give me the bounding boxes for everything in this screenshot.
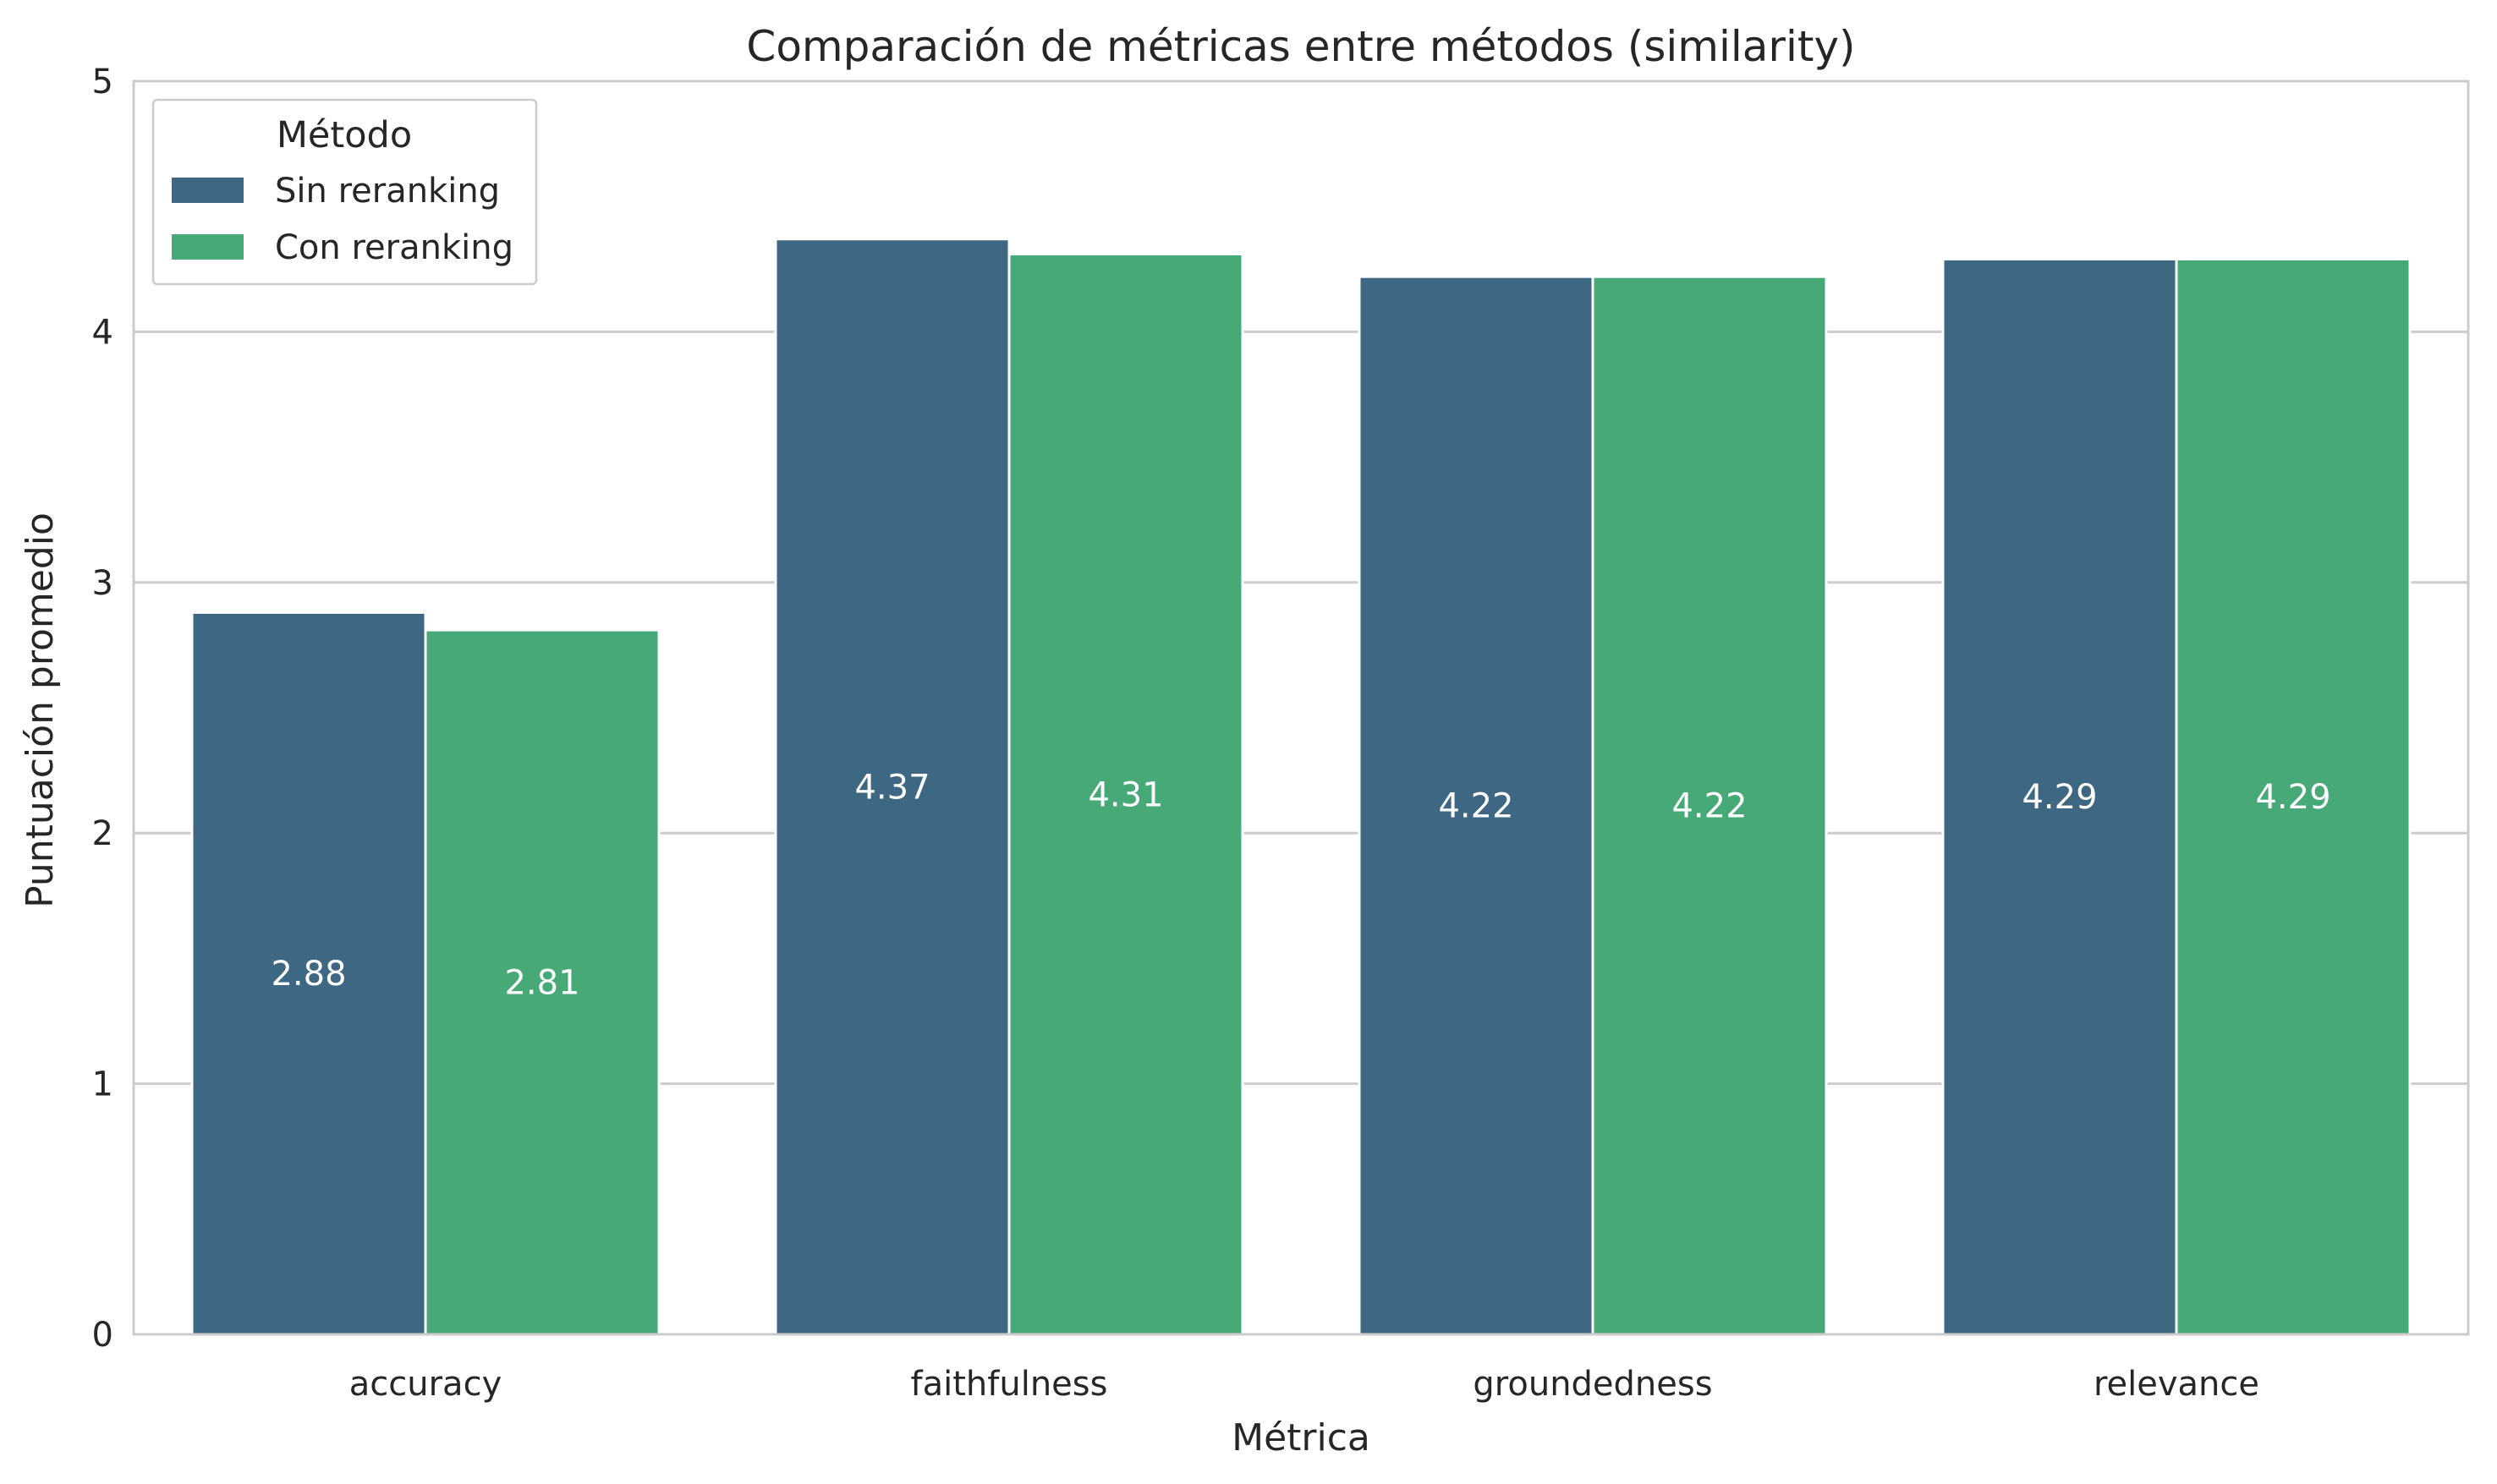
bar-value-label: 4.22 <box>1438 787 1513 826</box>
x-axis-label: Métrica <box>1232 1416 1370 1459</box>
bar-value-label: 4.37 <box>854 768 930 807</box>
y-tick-label: 0 <box>92 1316 113 1355</box>
legend-box <box>151 98 538 286</box>
bar-value-label: 2.88 <box>271 955 346 994</box>
chart-title: Comparación de métricas entre métodos (s… <box>746 22 1855 71</box>
bar-value-label: 4.31 <box>1088 775 1163 814</box>
y-axis-label: Puntuación promedio <box>19 512 62 908</box>
legend-label-con-reranking: Con reranking <box>275 228 513 267</box>
bar-groundedness-con-reranking <box>1591 275 1828 1336</box>
y-tick-labels: 0 1 2 3 4 5 <box>92 63 113 1355</box>
x-tick-label-groundedness: groundedness <box>1473 1365 1712 1404</box>
bar-value-label: 4.29 <box>2022 778 2097 817</box>
plot-frame <box>132 79 2470 1336</box>
bar-relevance-con-reranking <box>2175 257 2412 1336</box>
bar-value-label: 2.81 <box>504 964 579 1003</box>
y-tick-label: 2 <box>92 814 113 853</box>
x-tick-label-faithfulness: faithfulness <box>911 1365 1108 1404</box>
bar-value-labels: 2.88 2.81 4.37 4.31 4.22 4.22 4.29 4.29 <box>271 768 2330 1002</box>
legend-label-sin-reranking: Sin reranking <box>275 172 500 211</box>
y-tick-label: 5 <box>92 63 113 101</box>
bar-value-label: 4.22 <box>1671 787 1747 826</box>
bar-value-label: 4.29 <box>2255 778 2330 817</box>
y-tick-label: 3 <box>92 564 113 603</box>
x-tick-label-accuracy: accuracy <box>349 1365 502 1404</box>
legend-title: Método <box>277 114 412 156</box>
legend-swatch-sin-reranking <box>172 178 244 203</box>
legend-swatch-con-reranking <box>172 234 244 260</box>
x-tick-label-relevance: relevance <box>2094 1365 2259 1404</box>
bars <box>190 238 2412 1336</box>
y-tick-label: 1 <box>92 1065 113 1104</box>
y-tick-label: 4 <box>92 313 113 352</box>
legend: Método Sin reranking Con reranking <box>151 98 538 286</box>
x-tick-labels: accuracy faithfulness groundedness relevanc… <box>349 1365 2259 1404</box>
bar-relevance-sin-reranking <box>1941 257 2178 1336</box>
